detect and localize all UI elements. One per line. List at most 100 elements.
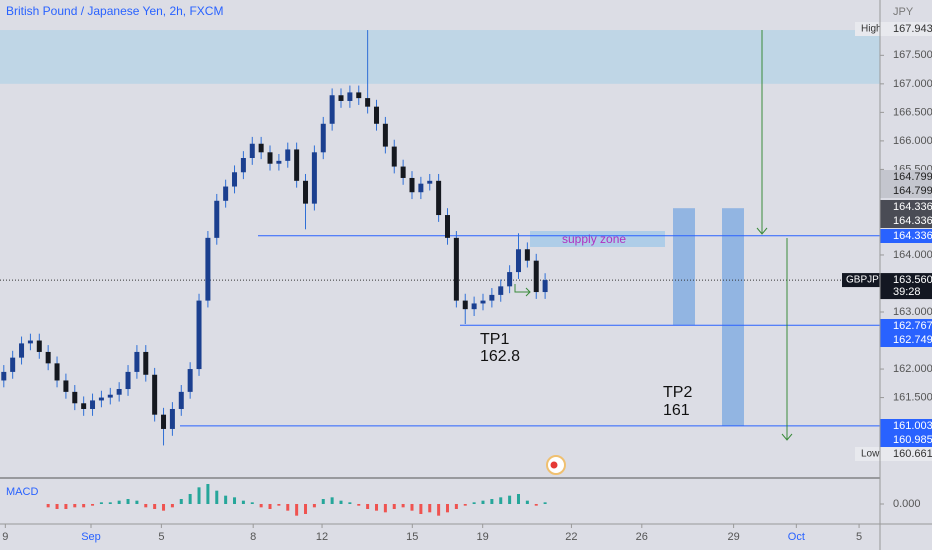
candle-body <box>498 286 504 295</box>
tp1-name: TP1 <box>480 331 509 348</box>
macd-bar <box>82 504 86 508</box>
supply-zone <box>530 231 665 247</box>
price-tag-box <box>880 214 932 228</box>
marker-value: 167.943 <box>893 23 932 35</box>
marker-label: Low <box>861 449 880 460</box>
macd-bar <box>188 494 192 504</box>
icon[interactable] <box>546 455 566 475</box>
candle-body <box>143 351 149 375</box>
candle-body <box>10 357 16 372</box>
marker-label: High <box>861 24 882 35</box>
countdown: 39:28 <box>893 286 921 298</box>
macd-bar <box>445 504 449 513</box>
macd-bar <box>224 495 228 504</box>
y-tick-label: 166.500 <box>893 106 932 118</box>
candle-body <box>240 158 246 173</box>
candle-body <box>515 249 521 273</box>
last-price: 163.560 <box>893 274 932 286</box>
macd-bar <box>170 504 174 508</box>
macd-bar <box>99 502 103 504</box>
macd-bar <box>454 504 458 509</box>
price-tag: 162.767 <box>893 320 932 332</box>
tp1-price: 162.8 <box>480 348 520 365</box>
price-tag: 164.336 <box>893 230 932 242</box>
y-tick-label: 167.500 <box>893 49 932 61</box>
icon-dot <box>550 461 558 469</box>
candle-body <box>27 340 33 344</box>
candle-body <box>134 351 140 372</box>
macd-label: MACD <box>6 486 38 498</box>
macd-bar <box>108 502 112 504</box>
x-tick-label: 26 <box>636 531 648 543</box>
price-tag: 164.799 <box>893 185 932 197</box>
y-tick-label: 167.000 <box>893 78 932 90</box>
symbol-tag: GBPJPY <box>846 275 886 286</box>
macd-bar <box>392 504 396 509</box>
tp2-price: 161 <box>663 402 690 419</box>
macd-bar <box>463 504 467 506</box>
target-bar <box>722 208 744 426</box>
candle-body <box>169 408 175 429</box>
candle-body <box>400 166 406 178</box>
price-tag: 164.336 <box>893 201 932 213</box>
macd-bar <box>144 504 148 508</box>
macd-bar <box>357 504 361 506</box>
candle-body <box>258 143 264 153</box>
macd-bar <box>481 500 485 504</box>
candle-body <box>45 351 51 364</box>
macd-tick-label: 0.000 <box>893 498 921 510</box>
arrow-head <box>525 287 531 297</box>
price-tag: 161.003 <box>893 420 932 432</box>
candle-body <box>427 180 433 184</box>
candle-body <box>311 152 317 204</box>
price-tag-box <box>880 200 932 214</box>
macd-bar <box>428 504 432 513</box>
x-tick-label: 12 <box>316 531 328 543</box>
candle-body <box>98 397 104 401</box>
macd-bar <box>419 504 423 514</box>
arrow-head <box>756 227 768 235</box>
marker-value-box <box>880 447 932 461</box>
candle-body <box>533 260 539 293</box>
marker-value: 160.661 <box>893 448 932 460</box>
x-tick-label: 5 <box>856 531 862 543</box>
price-tag-box <box>880 319 932 333</box>
macd-bar <box>339 500 343 504</box>
candle-body <box>196 300 202 370</box>
candle-body <box>356 92 362 99</box>
price-tag-box <box>880 433 932 447</box>
candle-body <box>453 237 459 301</box>
macd-bar <box>516 494 520 504</box>
candle-body <box>187 369 193 392</box>
supply-zone-label: supply zone <box>562 232 626 246</box>
x-tick-label: 9 <box>2 531 8 543</box>
macd-bar <box>117 500 121 504</box>
macd-bar <box>259 504 263 508</box>
x-tick-label: 15 <box>406 531 418 543</box>
candle-body <box>205 237 211 301</box>
macd-bar <box>348 502 352 504</box>
candle-body <box>507 272 513 287</box>
candle-body <box>125 371 131 390</box>
top-zone <box>0 30 880 84</box>
macd-bar <box>375 504 379 511</box>
candle-body <box>338 95 344 101</box>
macd-bar <box>472 502 476 504</box>
currency-label: JPY <box>893 6 914 18</box>
candle-body <box>232 172 238 187</box>
x-tick-label: Sep <box>81 531 101 543</box>
candle-body <box>81 403 87 409</box>
candle-body <box>524 249 530 261</box>
arrow <box>514 284 530 293</box>
candle-body <box>19 343 25 358</box>
candle-body <box>1 371 7 381</box>
macd-bar <box>499 497 503 504</box>
price-tag: 160.985 <box>893 434 932 446</box>
macd-bar <box>233 497 237 504</box>
candle-body <box>267 152 273 164</box>
candle-body <box>178 391 184 409</box>
macd-bar <box>304 504 308 514</box>
y-tick-label: 162.000 <box>893 363 932 375</box>
macd-bar <box>135 500 139 504</box>
macd-bar <box>508 495 512 504</box>
